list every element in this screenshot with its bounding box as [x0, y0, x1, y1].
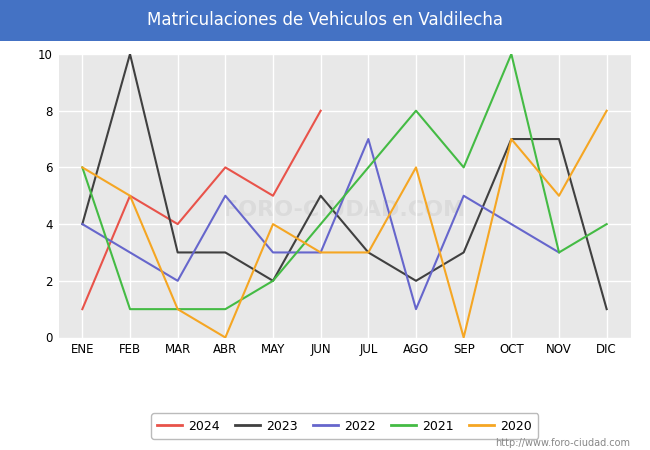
Text: Matriculaciones de Vehiculos en Valdilecha: Matriculaciones de Vehiculos en Valdilec… — [147, 11, 503, 29]
Text: http://www.foro-ciudad.com: http://www.foro-ciudad.com — [495, 438, 630, 448]
Text: FORO-CIUDAD.COM: FORO-CIUDAD.COM — [224, 200, 465, 220]
Legend: 2024, 2023, 2022, 2021, 2020: 2024, 2023, 2022, 2021, 2020 — [151, 414, 538, 439]
